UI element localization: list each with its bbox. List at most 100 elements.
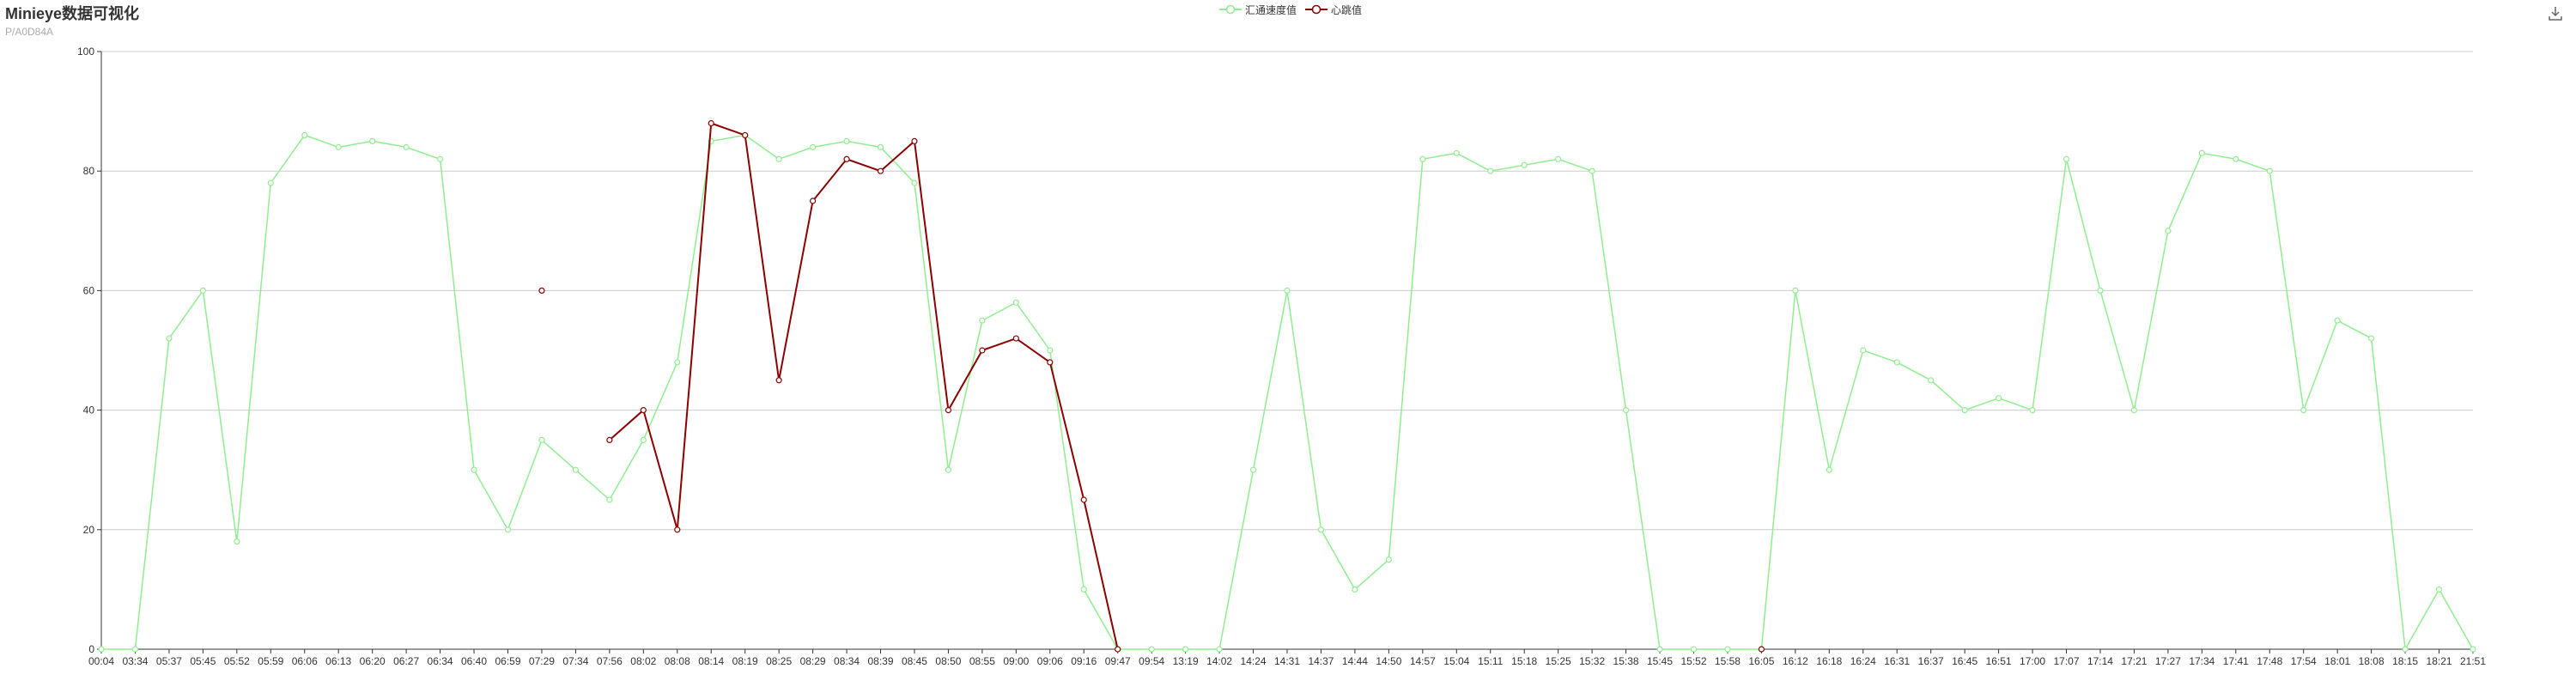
x-tick-label: 18:21 bbox=[2427, 655, 2452, 667]
x-tick-label: 16:18 bbox=[1816, 655, 1842, 667]
x-tick-label: 17:00 bbox=[2020, 655, 2045, 667]
data-point-speed bbox=[504, 526, 512, 533]
x-tick-label: 14:50 bbox=[1376, 655, 1401, 667]
data-point-speed bbox=[234, 538, 240, 545]
chart-title: Minieye数据可视化 bbox=[5, 5, 140, 22]
data-point-speed bbox=[1555, 155, 1562, 162]
x-tick-label: 16:51 bbox=[1986, 655, 2012, 667]
x-tick-label: 09:00 bbox=[1003, 655, 1029, 667]
x-tick-label: 17:54 bbox=[2291, 655, 2317, 667]
x-tick-label: 08:50 bbox=[935, 655, 961, 667]
data-point-speed bbox=[199, 287, 206, 294]
data-point-speed bbox=[2334, 317, 2341, 324]
data-point-speed bbox=[1047, 347, 1054, 354]
data-point-speed bbox=[1080, 586, 1087, 593]
x-tick-label: 08:29 bbox=[800, 655, 826, 667]
x-tick-label: 08:25 bbox=[766, 655, 792, 667]
x-tick-label: 09:54 bbox=[1139, 655, 1164, 667]
legend-swatch-speed bbox=[1219, 4, 1242, 15]
x-tick-label: 17:07 bbox=[2053, 655, 2079, 667]
chart-subtitle: P/A0D84A bbox=[5, 26, 54, 38]
data-point-heartbeat bbox=[1758, 646, 1765, 653]
data-point-speed bbox=[1182, 646, 1189, 653]
x-tick-label: 06:06 bbox=[292, 655, 318, 667]
data-point-speed bbox=[1216, 646, 1223, 653]
legend-item-speed[interactable]: 汇通速度值 bbox=[1219, 2, 1297, 17]
legend-label-heartbeat: 心跳值 bbox=[1331, 3, 1363, 16]
data-point-heartbeat bbox=[1047, 359, 1054, 366]
legend-swatch-heartbeat bbox=[1305, 4, 1327, 15]
data-point-speed bbox=[572, 466, 580, 473]
data-point-speed bbox=[1249, 466, 1257, 473]
data-point-heartbeat bbox=[1115, 646, 1121, 653]
legend-label-speed: 汇通速度值 bbox=[1245, 3, 1297, 16]
data-point-speed bbox=[2368, 335, 2375, 342]
x-tick-label: 13:19 bbox=[1173, 655, 1199, 667]
data-point-speed bbox=[2470, 646, 2476, 653]
x-tick-label: 17:21 bbox=[2121, 655, 2147, 667]
x-tick-label: 15:45 bbox=[1647, 655, 1673, 667]
data-point-speed bbox=[2165, 228, 2172, 234]
download-icon[interactable] bbox=[2547, 5, 2564, 22]
y-tick-label: 20 bbox=[83, 524, 95, 536]
x-tick-label: 15:52 bbox=[1680, 655, 1706, 667]
x-tick-label: 05:52 bbox=[224, 655, 250, 667]
x-tick-label: 08:02 bbox=[630, 655, 656, 667]
x-tick-label: 08:39 bbox=[867, 655, 893, 667]
data-point-speed bbox=[436, 155, 444, 162]
data-point-speed bbox=[1961, 407, 1968, 414]
series-line-speed bbox=[101, 134, 2474, 652]
data-point-speed bbox=[1419, 155, 1426, 162]
data-point-speed bbox=[1521, 161, 1528, 168]
data-point-speed bbox=[911, 179, 918, 186]
data-point-speed bbox=[2063, 155, 2070, 162]
x-tick-label: 08:19 bbox=[732, 655, 758, 667]
x-tick-label: 08:14 bbox=[698, 655, 724, 667]
data-point-speed bbox=[979, 317, 986, 324]
x-tick-label: 16:05 bbox=[1748, 655, 1774, 667]
y-tick-label: 80 bbox=[83, 165, 95, 177]
data-point-speed bbox=[1317, 526, 1325, 533]
x-tick-label: 15:11 bbox=[1478, 655, 1503, 667]
data-point-speed bbox=[301, 131, 308, 139]
data-point-heartbeat bbox=[742, 131, 749, 139]
x-tick-label: 07:56 bbox=[597, 655, 623, 667]
data-point-speed bbox=[2130, 407, 2138, 414]
x-tick-label: 16:45 bbox=[1952, 655, 1978, 667]
data-point-heartbeat bbox=[1080, 496, 1087, 503]
x-tick-label: 09:06 bbox=[1037, 655, 1063, 667]
x-tick-label: 16:37 bbox=[1918, 655, 1944, 667]
x-tick-label: 17:41 bbox=[2223, 655, 2249, 667]
x-tick-label: 15:18 bbox=[1511, 655, 1537, 667]
x-tick-label: 15:25 bbox=[1546, 655, 1571, 667]
x-tick-label: 06:13 bbox=[325, 655, 351, 667]
x-tick-label: 14:24 bbox=[1241, 655, 1267, 667]
x-tick-label: 18:08 bbox=[2359, 655, 2385, 667]
series-line-heartbeat bbox=[609, 122, 1119, 650]
data-point-speed bbox=[606, 496, 613, 503]
data-point-speed bbox=[843, 137, 850, 144]
data-point-speed bbox=[1860, 347, 1867, 354]
x-tick-label: 09:47 bbox=[1105, 655, 1131, 667]
x-tick-label: 09:16 bbox=[1071, 655, 1097, 667]
x-tick-label: 17:48 bbox=[2257, 655, 2282, 667]
data-point-heartbeat bbox=[877, 167, 884, 174]
x-tick-label: 14:02 bbox=[1206, 655, 1232, 667]
data-point-speed bbox=[1690, 646, 1698, 653]
data-point-speed bbox=[2435, 586, 2443, 593]
data-point-speed bbox=[877, 143, 884, 150]
legend-item-heartbeat[interactable]: 心跳值 bbox=[1305, 2, 1362, 17]
data-point-speed bbox=[1589, 167, 1595, 174]
x-tick-label: 05:59 bbox=[258, 655, 283, 667]
data-point-speed bbox=[1453, 149, 1460, 156]
x-tick-label: 08:45 bbox=[902, 655, 927, 667]
x-tick-label: 18:15 bbox=[2392, 655, 2418, 667]
data-point-speed bbox=[2198, 149, 2205, 156]
x-tick-label: 15:58 bbox=[1715, 655, 1741, 667]
y-tick-label: 100 bbox=[77, 46, 94, 58]
x-tick-label: 17:34 bbox=[2189, 655, 2215, 667]
data-point-heartbeat bbox=[606, 436, 613, 444]
data-point-heartbeat bbox=[843, 155, 850, 162]
x-tick-label: 14:57 bbox=[1410, 655, 1436, 667]
